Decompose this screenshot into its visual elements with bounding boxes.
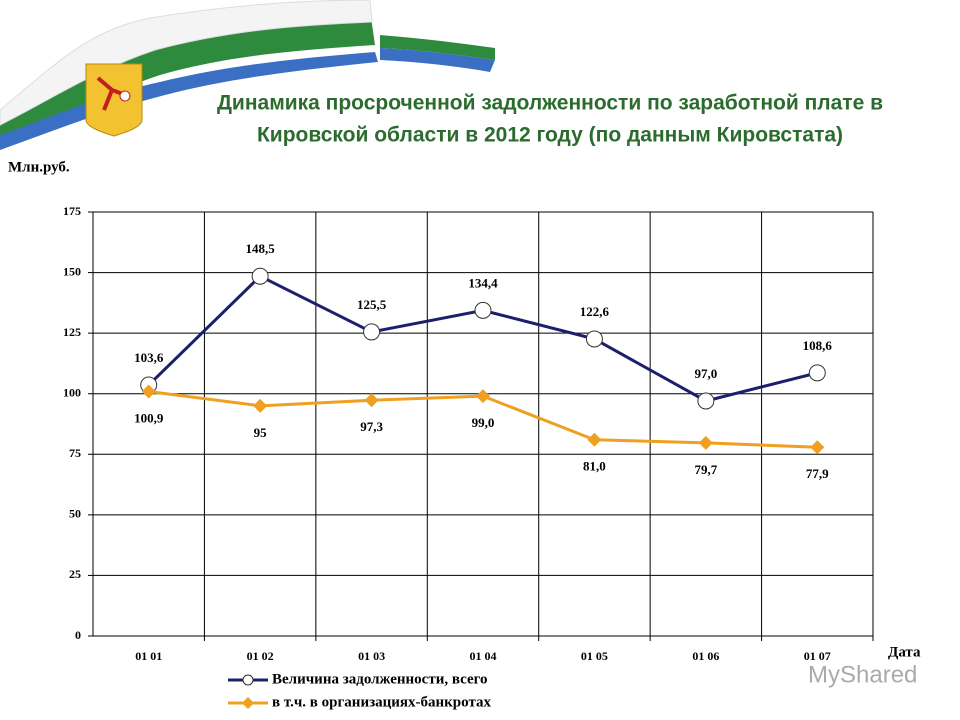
y-tick-label: 150 [63,264,81,278]
point [363,323,381,341]
point [697,392,715,410]
emblem [85,63,143,137]
x-tick-label: 01 03 [358,649,385,663]
value-label: 134,4 [468,275,498,290]
point [474,301,492,319]
x-axis-label: Дата [888,644,921,660]
y-axis-label: Млн.руб. [8,159,70,175]
point [808,364,826,382]
x-tick-label: 01 05 [581,649,608,663]
point [364,393,379,408]
ribbon [380,48,495,72]
value-label: 81,0 [583,459,606,474]
value-label: 97,3 [360,419,383,434]
x-tick-label: 01 01 [135,649,162,663]
y-tick-label: 25 [69,567,81,581]
point [698,435,713,450]
point [253,398,268,413]
y-tick-label: 0 [75,628,81,642]
value-label: 99,0 [472,415,495,430]
y-tick-label: 125 [63,325,81,339]
ribbon [0,10,375,140]
value-label: 79,7 [694,462,717,477]
value-label: 77,9 [806,466,829,481]
value-label: 103,6 [134,350,164,365]
chart-title: Динамика просроченной задолженности по з… [217,92,883,115]
chart-title: Кировской области в 2012 году (по данным… [257,124,843,147]
legend-label: в т.ч. в организациях-банкротах [272,694,491,710]
ribbon [0,52,378,150]
x-tick-label: 01 06 [692,649,719,663]
value-label: 100,9 [134,411,164,426]
watermark: MyShared [808,661,917,688]
emblem [119,90,131,102]
series-line [147,274,818,403]
value-label: 95 [254,425,268,440]
y-tick-label: 75 [69,446,81,460]
value-label: 108,6 [803,338,833,353]
x-tick-label: 01 02 [247,649,274,663]
point [585,330,603,348]
legend-marker [242,697,254,709]
y-tick-label: 175 [63,204,81,218]
y-tick-label: 100 [63,385,81,399]
legend-marker [242,674,254,686]
x-tick-label: 01 04 [470,649,497,663]
legend-label: Величина задолженности, всего [272,671,488,687]
value-label: 122,6 [580,304,610,319]
y-tick-label: 50 [69,507,81,521]
point [810,440,825,455]
point [587,432,602,447]
point [476,389,490,404]
x-tick-label: 01 07 [804,649,831,663]
value-label: 148,5 [246,241,276,256]
point [251,267,269,285]
value-label: 97,0 [694,366,717,381]
point [141,384,156,399]
value-label: 125,5 [357,297,387,312]
ribbon [380,35,495,60]
